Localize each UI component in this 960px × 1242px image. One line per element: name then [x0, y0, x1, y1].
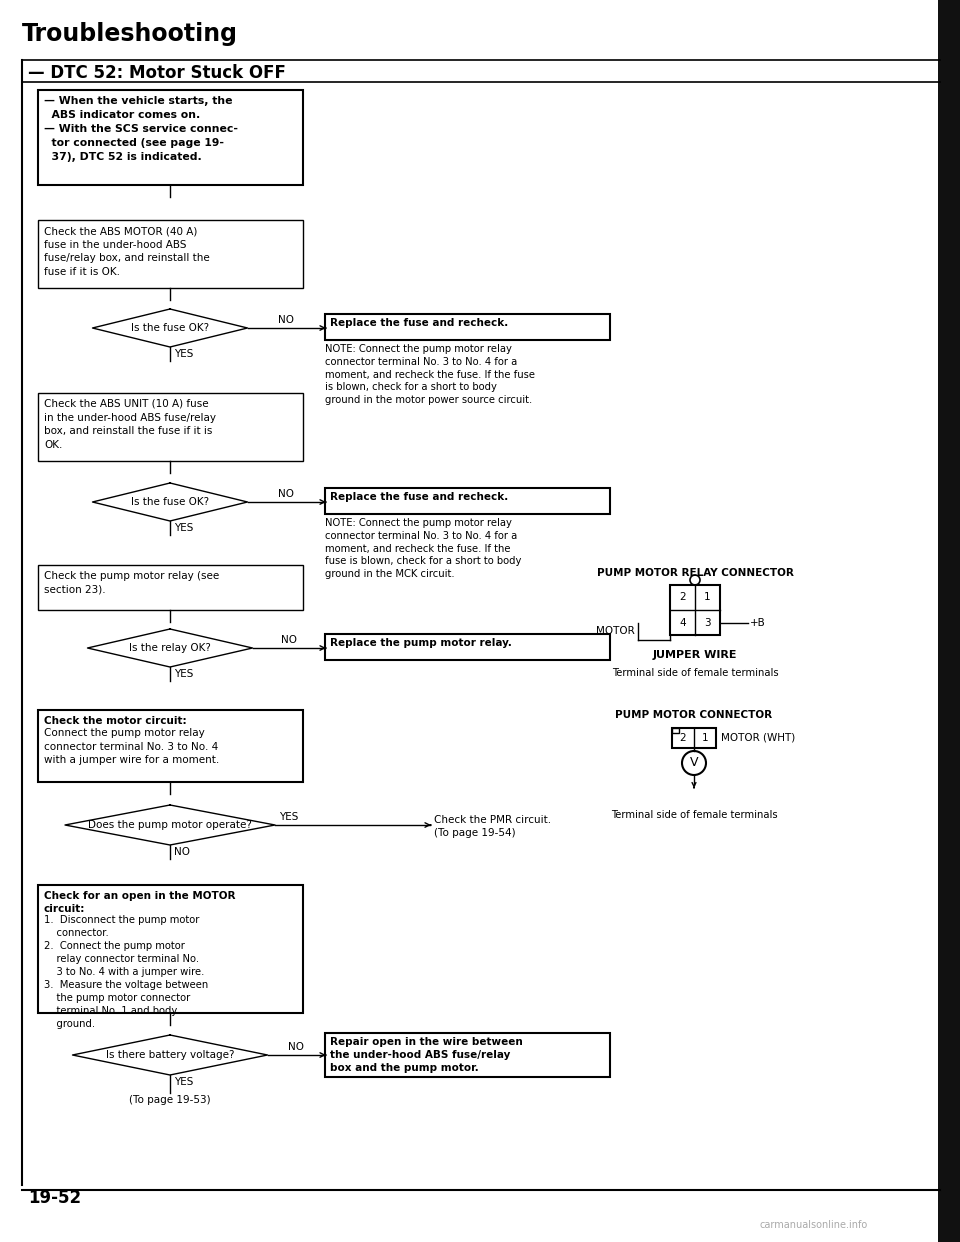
Text: — When the vehicle starts, the
  ABS indicator comes on.
— With the SCS service : — When the vehicle starts, the ABS indic…: [44, 96, 238, 161]
Text: PUMP MOTOR RELAY CONNECTOR: PUMP MOTOR RELAY CONNECTOR: [596, 568, 793, 578]
Text: Troubleshooting: Troubleshooting: [22, 22, 238, 46]
Bar: [670, 585, 720, 635]
Bar: [38, 220, 303, 288]
Bar: [325, 314, 610, 340]
Text: Replace the fuse and recheck.: Replace the fuse and recheck.: [330, 492, 508, 502]
Text: 4: 4: [679, 617, 685, 627]
Bar: [38, 710, 303, 782]
Text: NO: NO: [288, 1042, 304, 1052]
Text: Check the motor circuit:: Check the motor circuit:: [44, 715, 186, 727]
Text: YES: YES: [174, 349, 193, 359]
Text: MOTOR: MOTOR: [596, 626, 635, 636]
Text: YES: YES: [174, 523, 193, 533]
Text: Is the relay OK?: Is the relay OK?: [129, 643, 211, 653]
Bar: [325, 488, 610, 514]
Text: YES: YES: [174, 669, 193, 679]
Text: Is the fuse OK?: Is the fuse OK?: [131, 497, 209, 507]
Bar: [38, 886, 303, 1013]
Text: PUMP MOTOR CONNECTOR: PUMP MOTOR CONNECTOR: [615, 710, 773, 720]
Bar: [672, 728, 716, 748]
Text: Terminal side of female terminals: Terminal side of female terminals: [612, 668, 779, 678]
Text: Check the PMR circuit.
(To page 19-54): Check the PMR circuit. (To page 19-54): [434, 815, 551, 838]
Text: NOTE: Connect the pump motor relay
connector terminal No. 3 to No. 4 for a
momen: NOTE: Connect the pump motor relay conne…: [325, 344, 535, 405]
Text: Check the ABS MOTOR (40 A)
fuse in the under-hood ABS
fuse/relay box, and reinst: Check the ABS MOTOR (40 A) fuse in the u…: [44, 226, 209, 277]
Text: NO: NO: [278, 315, 295, 325]
Text: 1: 1: [702, 733, 708, 743]
Text: Repair open in the wire between
the under-hood ABS fuse/relay
box and the pump m: Repair open in the wire between the unde…: [330, 1037, 523, 1073]
Text: 1: 1: [705, 592, 710, 602]
Text: V: V: [689, 756, 698, 770]
Text: Connect the pump motor relay
connector terminal No. 3 to No. 4
with a jumper wir: Connect the pump motor relay connector t…: [44, 728, 219, 765]
Text: carmanualsonline.info: carmanualsonline.info: [760, 1220, 868, 1230]
Text: Is there battery voltage?: Is there battery voltage?: [106, 1049, 234, 1059]
Text: Check for an open in the MOTOR
circuit:: Check for an open in the MOTOR circuit:: [44, 891, 235, 914]
Text: 3: 3: [705, 617, 710, 627]
Text: YES: YES: [279, 812, 299, 822]
Text: Check the ABS UNIT (10 A) fuse
in the under-hood ABS fuse/relay
box, and reinsta: Check the ABS UNIT (10 A) fuse in the un…: [44, 399, 216, 450]
Text: MOTOR (WHT): MOTOR (WHT): [721, 733, 795, 743]
Text: 2: 2: [680, 733, 686, 743]
Text: Does the pump motor operate?: Does the pump motor operate?: [88, 820, 252, 830]
Text: JUMPER WIRE: JUMPER WIRE: [653, 650, 737, 660]
Text: NO: NO: [174, 847, 190, 857]
Text: 2: 2: [679, 592, 685, 602]
Bar: [325, 633, 610, 660]
Bar: [325, 1033, 610, 1077]
Text: NO: NO: [278, 489, 295, 499]
Text: NOTE: Connect the pump motor relay
connector terminal No. 3 to No. 4 for a
momen: NOTE: Connect the pump motor relay conne…: [325, 518, 521, 579]
Text: Replace the pump motor relay.: Replace the pump motor relay.: [330, 638, 512, 648]
Text: — DTC 52: Motor Stuck OFF: — DTC 52: Motor Stuck OFF: [28, 65, 286, 82]
Bar: [672, 728, 679, 733]
Text: NO: NO: [280, 635, 297, 645]
Text: (To page 19-53): (To page 19-53): [130, 1095, 211, 1105]
Bar: [938, 0, 960, 1242]
Text: Is the fuse OK?: Is the fuse OK?: [131, 323, 209, 333]
Text: 1.  Disconnect the pump motor
    connector.
2.  Connect the pump motor
    rela: 1. Disconnect the pump motor connector. …: [44, 915, 208, 1030]
Text: +B: +B: [750, 617, 766, 627]
Text: Terminal side of female terminals: Terminal side of female terminals: [611, 810, 778, 820]
Bar: [38, 89, 303, 185]
Text: Check the pump motor relay (see
section 23).: Check the pump motor relay (see section …: [44, 571, 219, 595]
Text: YES: YES: [174, 1077, 193, 1087]
Text: Replace the fuse and recheck.: Replace the fuse and recheck.: [330, 318, 508, 328]
Text: 19-52: 19-52: [28, 1189, 82, 1207]
Bar: [38, 565, 303, 610]
Bar: [38, 392, 303, 461]
